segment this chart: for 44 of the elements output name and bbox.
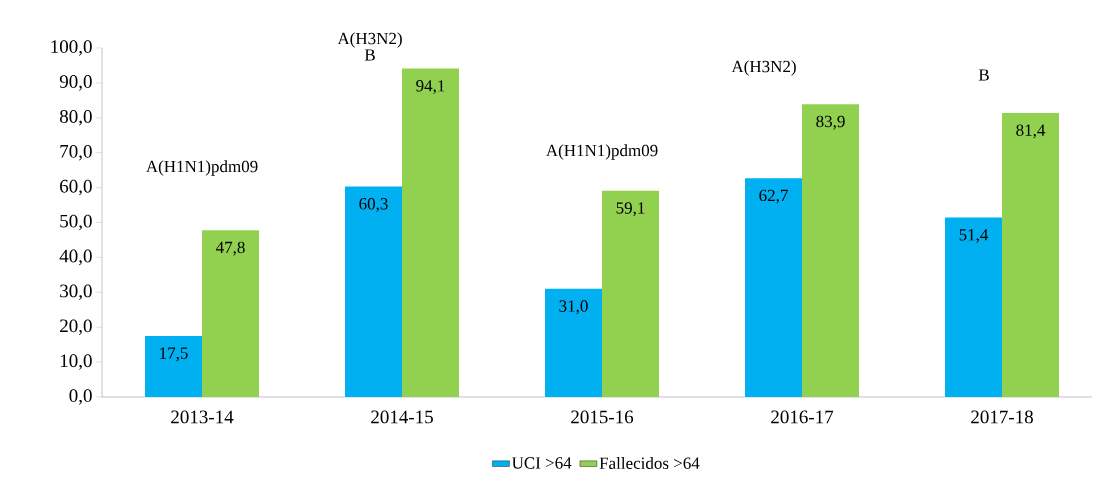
data-label: 81,4 — [1016, 124, 1046, 139]
y-tick-label: 60,0 — [60, 179, 92, 196]
x-tick-label: 2017-18 — [971, 410, 1033, 424]
data-label: 31,0 — [559, 300, 588, 315]
bar — [602, 190, 660, 397]
annotation: A(H1N1)pdm09 — [146, 160, 258, 176]
annotation: B — [978, 69, 989, 81]
legend-label: Fallecidos >64 — [599, 457, 700, 469]
bar — [145, 335, 203, 397]
data-label: 59,1 — [616, 202, 645, 217]
data-label: 51,4 — [959, 229, 989, 243]
y-tick-label: 90,0 — [59, 75, 92, 91]
y-tick-label: 50,0 — [60, 214, 92, 231]
x-tick-label: 2015-16 — [571, 410, 634, 424]
data-label: 62,7 — [759, 189, 788, 204]
bar — [802, 104, 860, 397]
data-label: 94,1 — [416, 80, 445, 94]
annotation: B — [364, 49, 375, 61]
legend-label: UCI >64 — [511, 457, 572, 469]
data-label: 60,3 — [359, 198, 388, 212]
annotation: A(H1N1)pdm09 — [546, 144, 658, 160]
y-tick-label: 70,0 — [60, 144, 92, 161]
y-tick-label: 40,0 — [59, 249, 92, 266]
data-label: 83,9 — [816, 115, 845, 130]
bar — [745, 178, 803, 397]
bar — [345, 186, 403, 397]
x-tick-label: 2016-17 — [771, 410, 834, 424]
data-label: 47,8 — [215, 241, 245, 256]
annotation: A(H3N2) — [731, 60, 796, 76]
bar — [1002, 112, 1060, 397]
y-tick-label: 20,0 — [60, 319, 92, 335]
bar — [945, 217, 1003, 397]
x-tick-label: 2014-15 — [371, 410, 433, 424]
y-tick-label: 0,0 — [69, 389, 92, 405]
bar — [402, 68, 460, 397]
x-tick-label: 2013-14 — [171, 410, 234, 424]
text: A(H3N2) — [337, 32, 402, 48]
y-tick-label: 10,0 — [60, 354, 92, 370]
y-tick-label: 100,0 — [51, 40, 92, 56]
bar — [545, 288, 603, 397]
y-tick-label: 30,0 — [60, 284, 92, 301]
data-label: 17,5 — [160, 347, 188, 362]
y-tick-label: 80,0 — [59, 110, 92, 126]
bar — [202, 230, 260, 397]
